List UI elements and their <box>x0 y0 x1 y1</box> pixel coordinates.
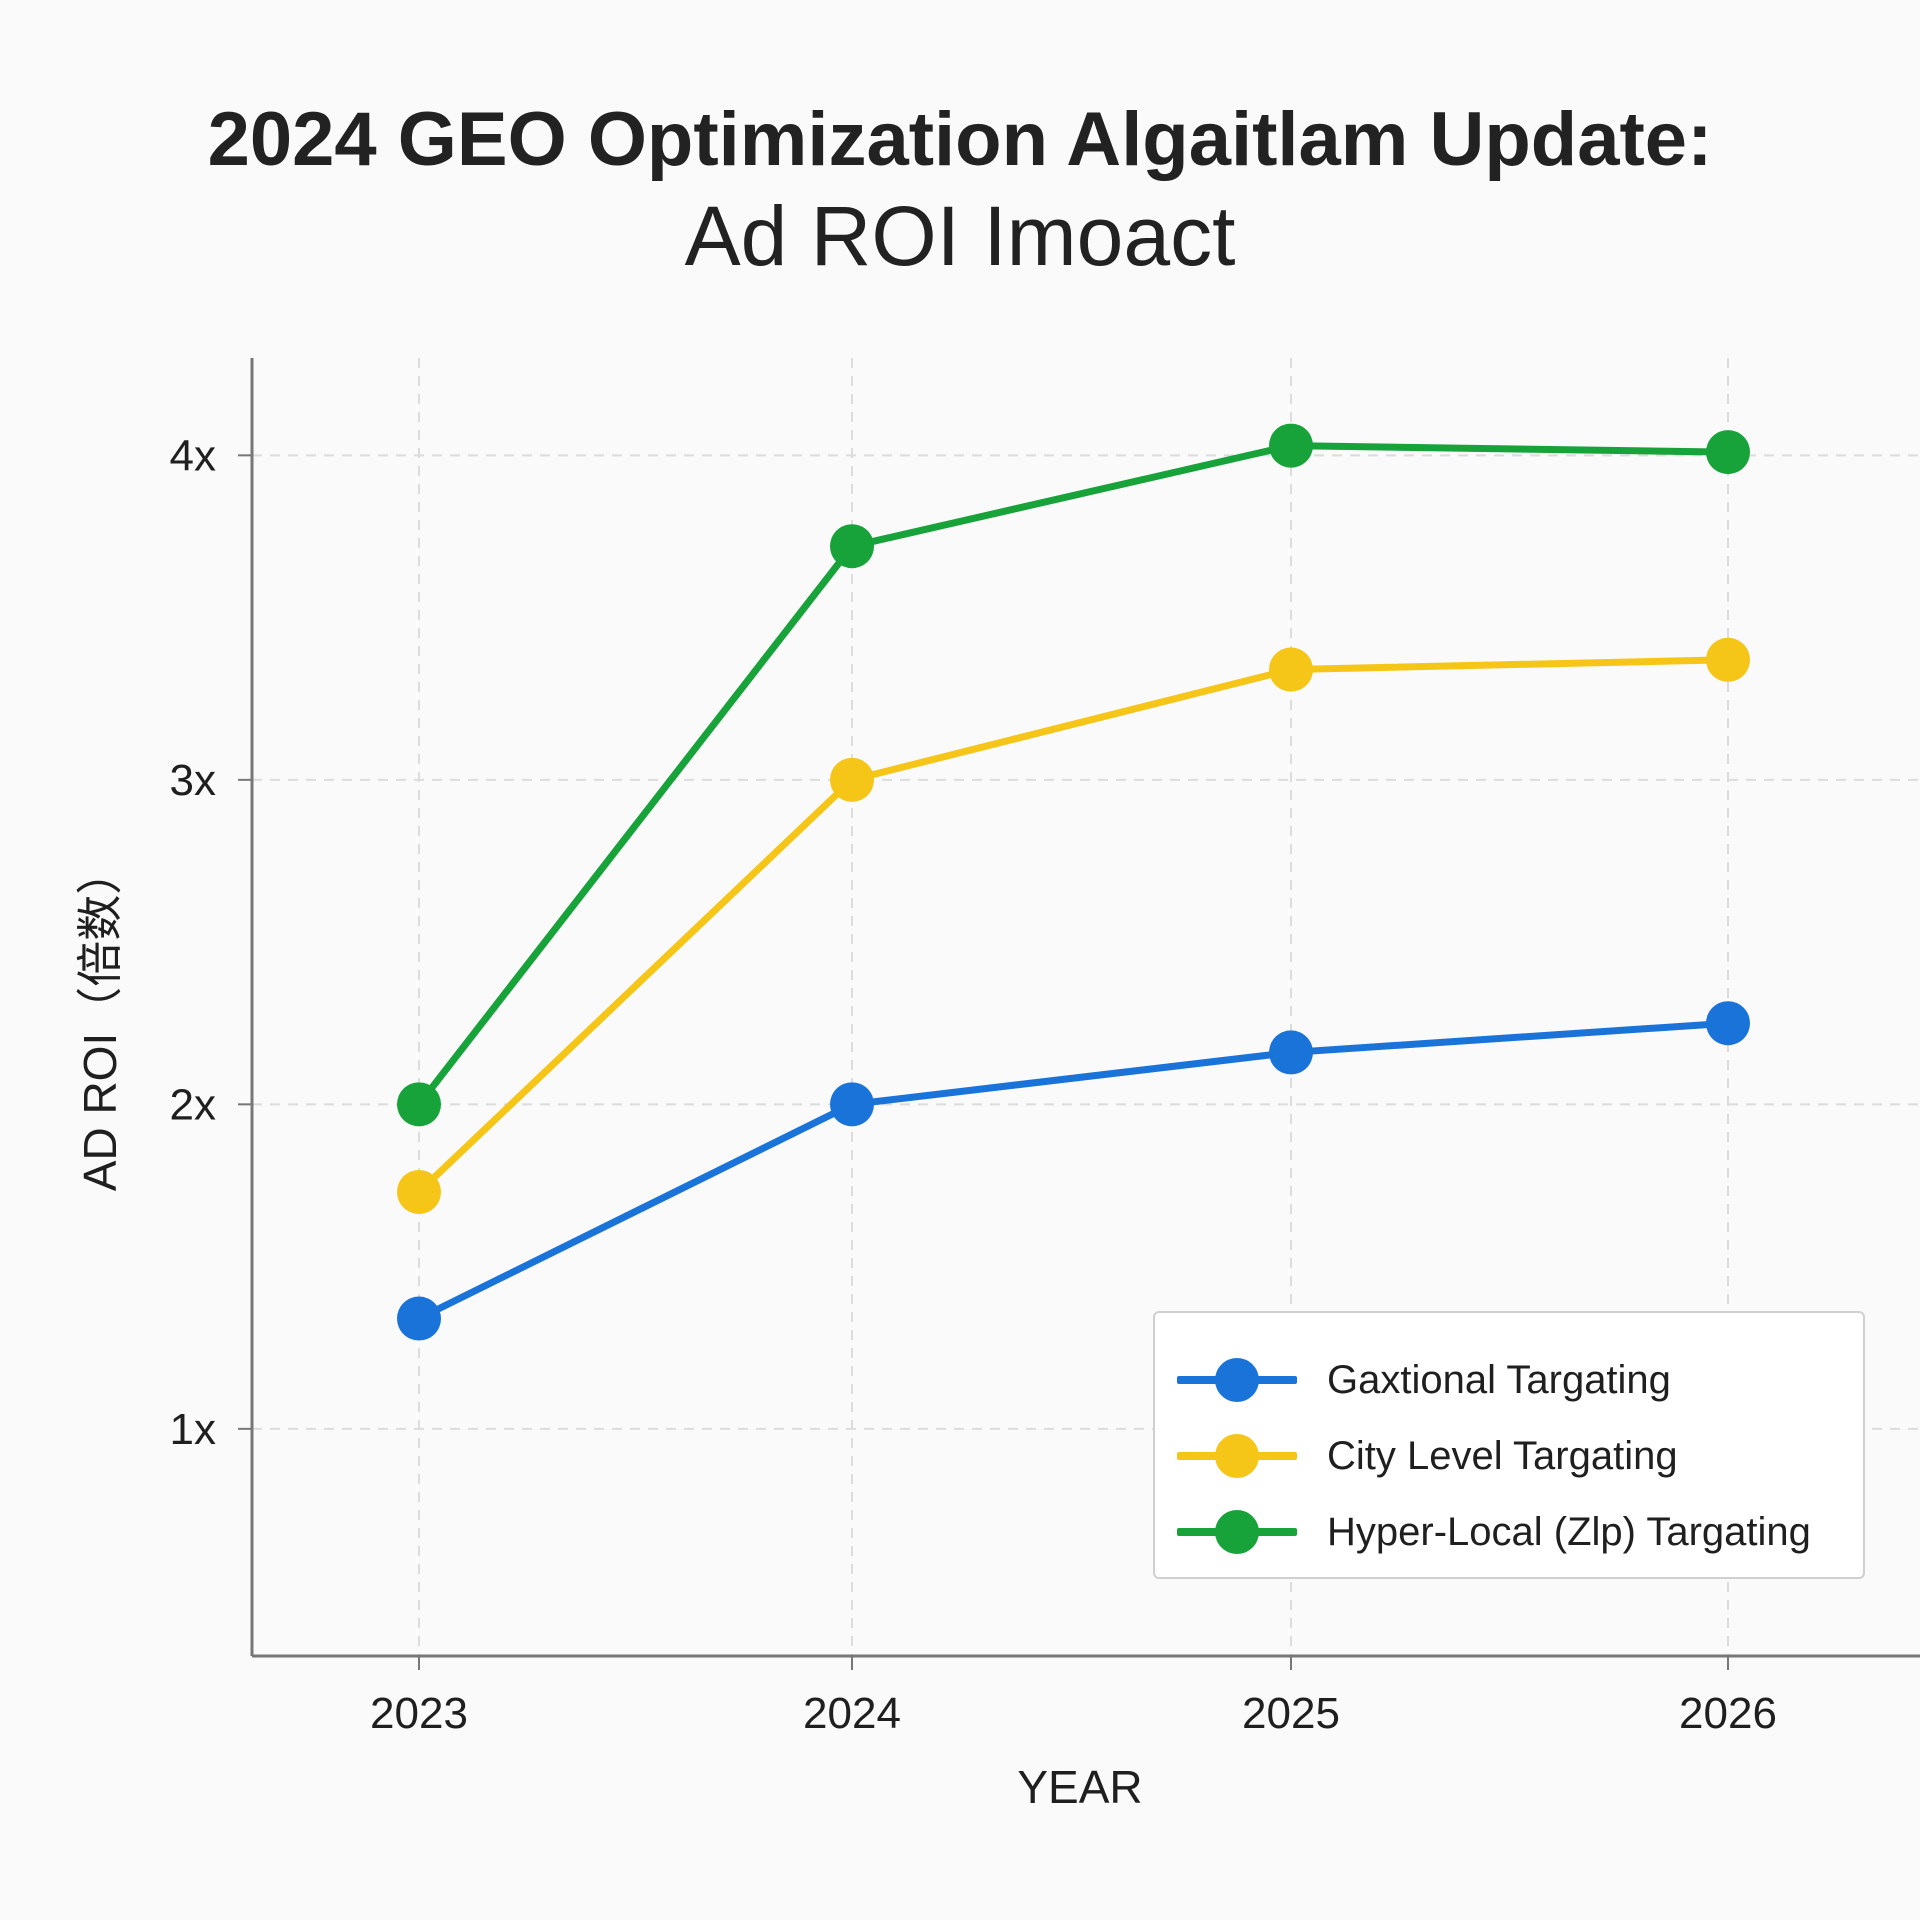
chart-title-line-1: 2024 GEO Optimization Algaitlam Update: <box>207 97 1713 182</box>
x-tick-label: 2023 <box>370 1689 468 1738</box>
legend-swatch-marker <box>1215 1510 1259 1554</box>
axes <box>238 358 1920 1670</box>
series-line-1 <box>415 1019 1732 1323</box>
x-tick-label: 2024 <box>803 1689 901 1738</box>
data-point-s3-2024 <box>830 524 874 569</box>
legend-item-3: Hyper-Local (Zlp) Targating <box>1177 1497 1811 1567</box>
data-point-s2-2025 <box>1269 647 1313 692</box>
series-points <box>397 423 1750 1341</box>
legend-swatch <box>1177 1358 1297 1402</box>
data-point-s3-2025 <box>1269 423 1313 468</box>
y-axis-title: AD ROI（倍数） <box>74 849 126 1191</box>
legend-label: Gaxtional Targating <box>1327 1357 1671 1402</box>
legend: Gaxtional Targating City Level Targating H… <box>1153 1311 1865 1579</box>
legend-swatch-marker <box>1215 1358 1259 1402</box>
series-line-3 <box>415 442 1732 1108</box>
data-point-s1-2025 <box>1269 1030 1313 1075</box>
data-point-s1-2024 <box>830 1082 874 1127</box>
series-line-2 <box>415 656 1732 1196</box>
x-axis-title: YEAR <box>1017 1761 1142 1813</box>
y-tick-label: 1x <box>170 1405 216 1454</box>
data-point-s2-2023 <box>397 1169 441 1214</box>
y-tick-label: 3x <box>170 756 216 805</box>
legend-item-2: City Level Targating <box>1177 1421 1678 1491</box>
legend-swatch-marker <box>1215 1434 1259 1478</box>
tick-labels: 1x 2x 3x 4x 2023 2024 2025 2026 <box>170 431 1777 1738</box>
y-tick-label: 4x <box>170 431 216 480</box>
data-point-s3-2023 <box>397 1082 441 1127</box>
legend-swatch <box>1177 1434 1297 1478</box>
data-point-s1-2023 <box>397 1296 441 1341</box>
series-lines <box>415 442 1732 1323</box>
data-point-s1-2026 <box>1706 1001 1750 1046</box>
y-tick-label: 2x <box>170 1080 216 1129</box>
legend-label: Hyper-Local (Zlp) Targating <box>1327 1509 1811 1554</box>
data-point-s3-2026 <box>1706 430 1750 475</box>
legend-swatch <box>1177 1510 1297 1554</box>
x-tick-label: 2025 <box>1242 1689 1340 1738</box>
chart-title: 2024 GEO Optimization Algaitlam Update: … <box>0 92 1920 284</box>
chart-title-line-2: Ad ROI Imoact <box>684 189 1236 283</box>
legend-item-1: Gaxtional Targating <box>1177 1345 1671 1415</box>
data-point-s2-2024 <box>830 757 874 802</box>
x-tick-label: 2026 <box>1679 1689 1777 1738</box>
data-point-s2-2026 <box>1706 637 1750 682</box>
legend-label: City Level Targating <box>1327 1433 1678 1478</box>
